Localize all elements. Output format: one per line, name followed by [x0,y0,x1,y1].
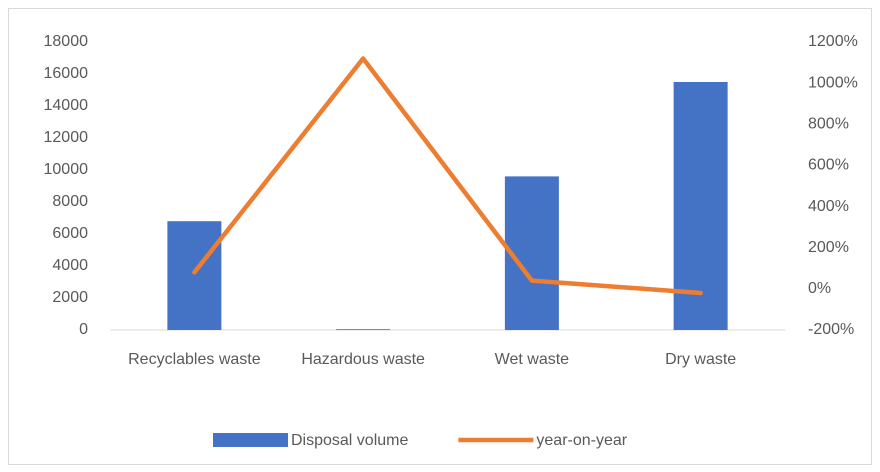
x-tick-label: Wet waste [495,351,570,368]
y-tick-label: 18000 [44,33,89,50]
x-tick-label: Recyclables waste [128,351,261,368]
legend-label: year-on-year [536,432,627,449]
y2-tick-label: 1200% [808,33,858,50]
bar [336,329,391,330]
y-tick-label: 4000 [52,257,88,274]
bar [504,176,559,330]
y2-tick-label: 800% [808,116,849,133]
y2-tick-label: 600% [808,157,849,174]
y2-tick-label: 0% [808,280,831,297]
x-tick-label: Dry waste [665,351,736,368]
y-tick-label: 2000 [52,289,88,306]
y-tick-label: 8000 [52,193,88,210]
y-tick-label: 0 [79,321,88,338]
x-tick-label: Hazardous waste [301,351,425,368]
legend-label: Disposal volume [291,432,408,449]
bar [167,221,222,330]
legend-swatch [213,433,288,447]
y-tick-label: 6000 [52,225,88,242]
chart-border [8,8,872,465]
y2-tick-label: 200% [808,239,849,256]
y2-tick-label: 1000% [808,74,858,91]
y-tick-label: 16000 [44,65,89,82]
y-tick-label: 14000 [44,97,89,114]
y-tick-label: 12000 [44,129,89,146]
y2-tick-label: -200% [808,321,854,338]
line [192,56,703,296]
bar [673,82,728,330]
y-tick-label: 10000 [44,161,89,178]
y2-tick-label: 400% [808,198,849,215]
